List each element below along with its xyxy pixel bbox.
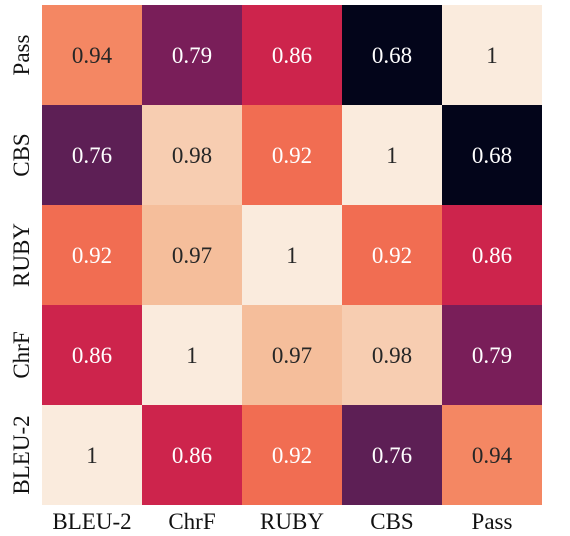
heatmap-cell [442, 105, 542, 205]
heatmap-cell [442, 205, 542, 305]
heatmap-cell [142, 305, 242, 405]
y-tick-label: Pass [9, 35, 34, 76]
heatmap-cell [442, 405, 542, 505]
cell-value-label: 1 [486, 43, 498, 68]
cell-value-label: 0.79 [472, 343, 512, 368]
heatmap-cell [142, 5, 242, 105]
heatmap-cell [342, 105, 442, 205]
cell-value-label: 1 [286, 243, 298, 268]
y-tick-label: BLEU-2 [9, 415, 34, 494]
cell-value-label: 0.76 [72, 143, 112, 168]
cell-value-label: 0.97 [272, 343, 312, 368]
cell-value-label: 0.68 [372, 43, 412, 68]
x-tick-label: ChrF [168, 509, 215, 534]
heatmap-cell [42, 305, 142, 405]
heatmap-cell [342, 5, 442, 105]
cell-value-label: 1 [386, 143, 398, 168]
cell-value-label: 0.86 [272, 43, 312, 68]
cell-value-label: 0.86 [172, 443, 212, 468]
x-tick-label: RUBY [260, 509, 324, 534]
heatmap-cell [442, 5, 542, 105]
cell-value-label: 1 [86, 443, 98, 468]
cell-value-label: 0.92 [272, 443, 312, 468]
y-tick-labels: Pass CBS RUBY ChrF BLEU-2 [9, 35, 34, 495]
heatmap-cell [342, 405, 442, 505]
cell-value-label: 0.92 [372, 243, 412, 268]
heatmap-cell [342, 205, 442, 305]
cell-value-label: 0.94 [72, 43, 113, 68]
heatmap-cell [242, 5, 342, 105]
cell-value-label: 0.94 [472, 443, 513, 468]
cell-value-label: 0.79 [172, 43, 212, 68]
heatmap-cell [242, 105, 342, 205]
cell-value-label: 0.92 [272, 143, 312, 168]
cell-value-label: 0.98 [172, 143, 212, 168]
heatmap-cell [142, 405, 242, 505]
y-tick-label: ChrF [9, 331, 34, 378]
y-tick-label: RUBY [9, 223, 34, 287]
cell-value-label: 0.97 [172, 243, 212, 268]
heatmap-cells: 0.94 0.79 0.86 0.68 1 0.76 0.98 0.92 1 0.68 0.92 0.… [42, 5, 542, 505]
heatmap-cell [342, 305, 442, 405]
cell-value-label: 1 [186, 343, 198, 368]
y-tick-label: CBS [9, 133, 34, 176]
heatmap-cell [42, 405, 142, 505]
cell-value-label: 0.86 [72, 343, 112, 368]
heatmap-cell [42, 5, 142, 105]
heatmap-cell [242, 305, 342, 405]
cell-value-label: 0.68 [472, 143, 512, 168]
cell-value-label: 0.86 [472, 243, 512, 268]
cell-value-label: 0.98 [372, 343, 412, 368]
heatmap-cell [42, 105, 142, 205]
heatmap-cell [42, 205, 142, 305]
heatmap-cell [142, 205, 242, 305]
heatmap-cell [242, 405, 342, 505]
x-tick-label: Pass [472, 509, 513, 534]
heatmap-cell [442, 305, 542, 405]
x-tick-label: BLEU-2 [52, 509, 131, 534]
cell-value-label: 0.76 [372, 443, 412, 468]
heatmap-cell [142, 105, 242, 205]
x-tick-labels: BLEU-2 ChrF RUBY CBS Pass [52, 509, 512, 534]
heatmap-cell [242, 205, 342, 305]
cell-value-label: 0.92 [72, 243, 112, 268]
x-tick-label: CBS [370, 509, 413, 534]
